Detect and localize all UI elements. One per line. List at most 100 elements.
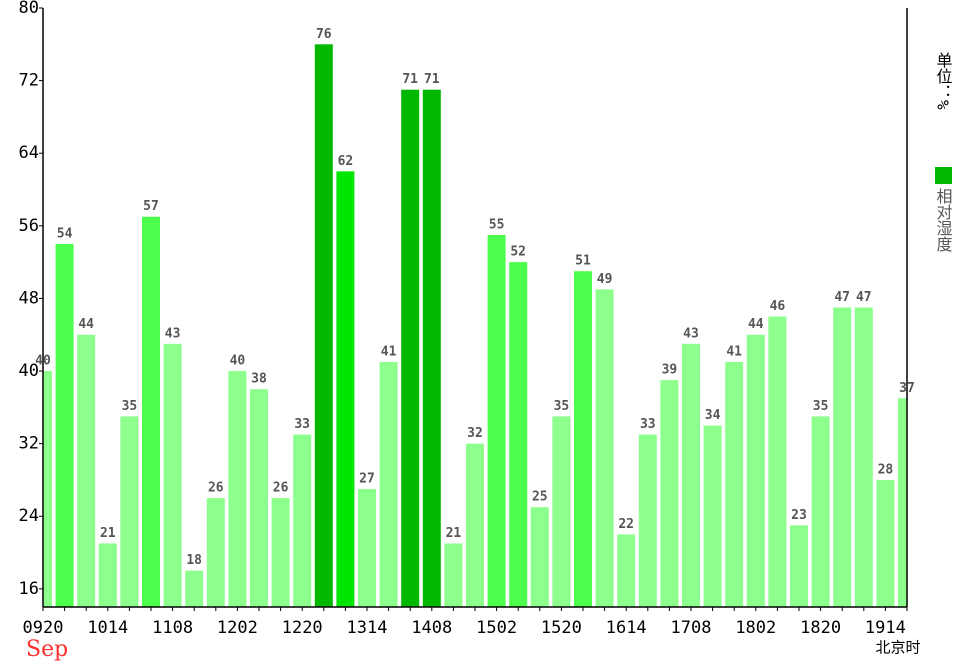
bar (185, 570, 204, 607)
bar (401, 89, 420, 607)
bar (228, 371, 247, 607)
value-label: 57 (143, 199, 159, 214)
value-label: 25 (532, 490, 548, 505)
bar (444, 543, 463, 607)
value-label: 34 (705, 408, 721, 423)
x-tick-label: 1520 (541, 618, 582, 638)
x-tick-label: 1314 (347, 618, 388, 638)
y-tick-label: 80 (19, 0, 39, 18)
bar (574, 271, 592, 607)
value-label: 27 (359, 472, 375, 487)
bar (811, 416, 830, 607)
value-label: 40 (35, 354, 51, 369)
bar (250, 389, 268, 607)
bar (703, 425, 722, 607)
value-label: 44 (78, 317, 94, 332)
value-label: 33 (294, 417, 310, 432)
bar (466, 443, 484, 607)
y-tick-label: 32 (19, 434, 39, 454)
value-label: 71 (424, 72, 440, 87)
bar (358, 489, 376, 607)
bar (55, 243, 74, 607)
value-label: 21 (100, 526, 116, 541)
legend-label: 相对湿度 (934, 188, 953, 252)
bar (725, 361, 744, 607)
bar (120, 416, 139, 607)
value-label: 35 (554, 399, 570, 414)
x-tick-label: 1014 (87, 618, 128, 638)
value-label: 62 (338, 154, 354, 169)
time-label: 北京时 (875, 639, 920, 657)
x-tick-label: 1220 (282, 618, 323, 638)
value-label: 33 (640, 417, 656, 432)
bar (293, 434, 312, 607)
bar (595, 289, 614, 607)
bar (790, 525, 808, 607)
bar (530, 507, 549, 607)
value-label: 26 (208, 481, 224, 496)
y-tick-label: 16 (19, 579, 39, 599)
x-tick-label: 0920 (23, 618, 64, 638)
bar (271, 498, 290, 607)
value-label: 39 (662, 363, 678, 378)
value-label: 76 (316, 27, 332, 42)
value-label: 35 (813, 399, 829, 414)
x-tick-label: 1108 (152, 618, 193, 638)
bar (314, 44, 333, 607)
x-tick-label: 1408 (411, 618, 452, 638)
bar (98, 543, 117, 607)
y-tick-label: 24 (19, 506, 39, 526)
value-label: 52 (510, 245, 526, 260)
bar (638, 434, 657, 607)
value-label: 43 (165, 326, 181, 341)
x-tick-label: 1708 (671, 618, 712, 638)
value-label: 38 (251, 372, 267, 387)
value-label: 54 (57, 226, 73, 241)
x-tick-label: 1614 (606, 618, 647, 638)
value-label: 71 (402, 72, 418, 87)
bar (833, 307, 852, 607)
y-tick-label: 56 (19, 216, 39, 236)
bar (660, 380, 679, 607)
value-label: 41 (726, 344, 742, 359)
value-label: 40 (230, 354, 246, 369)
y-tick-label: 64 (19, 143, 39, 163)
bar (509, 262, 528, 607)
unit-label: 单位：% (934, 52, 953, 110)
x-tick-label: 1502 (476, 618, 517, 638)
value-label: 47 (856, 290, 872, 305)
value-label: 21 (446, 526, 462, 541)
bars (43, 44, 907, 608)
value-label: 51 (575, 254, 591, 269)
value-label: 55 (489, 217, 505, 232)
value-label: 22 (618, 517, 634, 532)
bar (898, 398, 907, 607)
bar (552, 416, 571, 607)
value-label: 47 (834, 290, 850, 305)
value-label: 41 (381, 344, 397, 359)
value-label: 18 (186, 553, 202, 568)
bar (336, 171, 355, 607)
bar (487, 234, 506, 608)
value-label: 28 (878, 462, 894, 477)
bar (379, 361, 398, 607)
bar (746, 334, 765, 607)
y-tick-label: 48 (19, 288, 39, 308)
x-tick-label: 1820 (800, 618, 841, 638)
bar (854, 307, 873, 607)
bar (617, 534, 636, 607)
x-tick-label: 1802 (735, 618, 776, 638)
bar (876, 479, 895, 607)
bar (163, 343, 182, 607)
month-label: Sep (26, 637, 68, 662)
value-label: 43 (683, 326, 699, 341)
x-tick-label: 1202 (217, 618, 258, 638)
x-tick-label: 1914 (865, 618, 906, 638)
value-label: 49 (597, 272, 613, 287)
y-tick-label: 72 (19, 71, 39, 91)
y-tick-label: 40 (19, 361, 39, 381)
legend-swatch (935, 167, 952, 184)
bar (77, 334, 96, 607)
